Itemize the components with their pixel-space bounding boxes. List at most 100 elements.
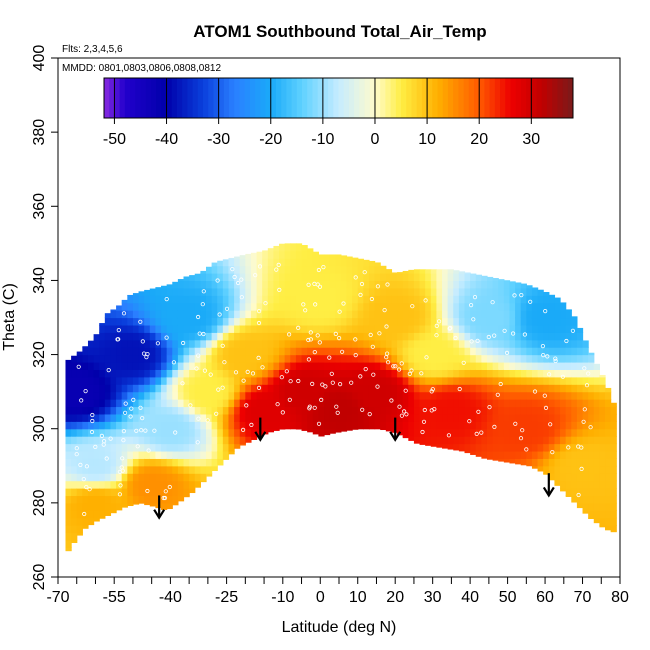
heatmap-cell <box>363 259 370 267</box>
heatmap-cell <box>503 280 511 289</box>
heatmap-cell <box>71 480 78 489</box>
heatmap-cell <box>172 295 179 304</box>
track-point <box>323 384 328 389</box>
heatmap-cell <box>402 310 409 319</box>
heatmap-cell <box>132 502 140 505</box>
heatmap-cell <box>447 317 454 326</box>
heatmap-cell <box>93 413 100 422</box>
heatmap-cell <box>279 324 286 333</box>
heatmap-cell <box>588 458 595 467</box>
heatmap-cell <box>425 287 432 296</box>
track-point <box>540 343 546 349</box>
heatmap-cell <box>593 376 600 385</box>
heatmap-cell <box>161 465 168 474</box>
heatmap-cell <box>301 245 308 252</box>
heatmap-cell <box>295 295 303 304</box>
heatmap-cell <box>537 384 544 393</box>
heatmap-cell <box>172 465 179 474</box>
heatmap-cell <box>419 428 426 437</box>
heatmap-cell <box>453 302 460 311</box>
heatmap-cell <box>458 406 466 415</box>
heatmap-cell <box>110 354 117 363</box>
track-point <box>145 488 150 494</box>
heatmap-cell <box>430 361 438 370</box>
heatmap-cell <box>402 270 409 274</box>
heatmap-cell <box>599 450 606 459</box>
heatmap-cell <box>486 450 494 459</box>
heatmap-cell <box>262 347 269 356</box>
heatmap-cell <box>442 339 449 348</box>
heatmap-cell <box>194 450 201 459</box>
track-point <box>404 412 409 417</box>
colorbar-segment <box>239 78 246 118</box>
heatmap-cell <box>385 347 393 356</box>
heatmap-cell <box>363 369 370 378</box>
heatmap-cell <box>234 310 241 319</box>
heatmap-cell <box>121 347 128 356</box>
heatmap-cell <box>385 295 393 304</box>
heatmap-cell <box>104 465 112 474</box>
heatmap-cell <box>481 361 488 370</box>
heatmap-cell <box>363 361 370 370</box>
heatmap-cell <box>234 436 241 445</box>
heatmap-cell <box>189 287 196 296</box>
heatmap-cell <box>116 443 123 452</box>
heatmap-cell <box>481 399 488 408</box>
heatmap-cell <box>413 317 421 326</box>
heatmap-cell <box>301 354 308 363</box>
heatmap-cell <box>498 458 505 462</box>
heatmap-cell <box>205 280 213 289</box>
heatmap-cell <box>526 413 533 422</box>
heatmap-cell <box>548 324 556 333</box>
heatmap-cell <box>442 384 449 393</box>
heatmap-cell <box>447 310 454 319</box>
heatmap-cell <box>352 258 359 267</box>
track-point <box>195 440 200 445</box>
heatmap-cell <box>402 317 409 326</box>
heatmap-cell <box>458 376 466 385</box>
heatmap-cell <box>408 376 415 385</box>
heatmap-cell <box>99 428 106 437</box>
heatmap-cell <box>447 302 454 311</box>
heatmap-cell <box>200 339 207 348</box>
heatmap-cell <box>239 399 246 408</box>
heatmap-cell <box>250 399 258 408</box>
heatmap-cell <box>144 450 151 459</box>
heatmap-cell <box>250 436 258 440</box>
heatmap-cell <box>161 443 168 452</box>
heatmap-cell <box>520 443 527 452</box>
heatmap-cell <box>340 324 348 333</box>
heatmap-cell <box>464 273 471 282</box>
heatmap-cell <box>442 310 449 319</box>
track-point <box>510 331 516 336</box>
heatmap-cell <box>121 369 128 378</box>
heatmap-cell <box>368 287 376 296</box>
heatmap-cell <box>222 287 230 296</box>
colorbar-segment <box>380 78 386 118</box>
heatmap-cell <box>374 295 381 304</box>
heatmap-cell <box>116 421 123 430</box>
heatmap-cell <box>71 488 78 497</box>
heatmap-cell <box>166 324 173 333</box>
heatmap-cell <box>498 376 505 385</box>
heatmap-cell <box>93 517 100 522</box>
heatmap-cell <box>318 258 325 267</box>
heatmap-cell <box>464 332 471 341</box>
heatmap-cell <box>363 376 370 385</box>
heatmap-cell <box>531 458 539 467</box>
heatmap-cell <box>408 295 415 304</box>
heatmap-cell <box>200 480 207 483</box>
heatmap-cell <box>593 413 600 422</box>
heatmap-cell <box>166 310 173 319</box>
heatmap-cell <box>228 376 235 385</box>
colorbar-segment <box>479 78 485 118</box>
heatmap-cell <box>127 399 134 408</box>
heatmap-cell <box>582 413 589 422</box>
heatmap-cell <box>329 287 336 296</box>
heatmap-cell <box>149 324 157 333</box>
track-point <box>106 367 111 373</box>
heatmap-cell <box>453 421 460 430</box>
heatmap-cell <box>515 310 522 319</box>
heatmap-cell <box>250 391 258 400</box>
heatmap-cell <box>442 302 449 311</box>
